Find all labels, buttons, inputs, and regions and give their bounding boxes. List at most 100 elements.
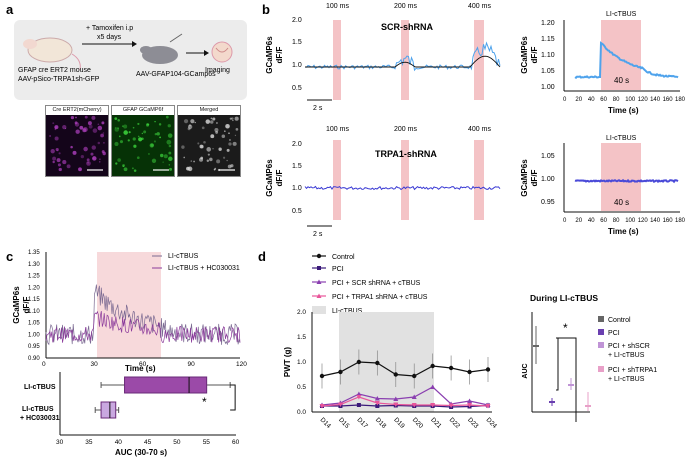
d-point bbox=[467, 398, 473, 403]
stim-label-400: 400 ms bbox=[468, 3, 491, 10]
panel-d-label: d bbox=[258, 249, 266, 264]
trace-scr bbox=[304, 41, 501, 72]
stim-label-200: 200 ms bbox=[394, 3, 417, 10]
d-point bbox=[393, 396, 399, 401]
svg-text:1.10: 1.10 bbox=[541, 52, 555, 59]
d-point bbox=[356, 391, 362, 396]
d-xtick: D15 bbox=[337, 416, 351, 430]
d-auc-legend-item: PCI + shSCR bbox=[608, 343, 650, 350]
right-xtick: 180 bbox=[675, 97, 685, 103]
d-point bbox=[448, 403, 454, 408]
micro-cre: Cre ERT2(mCherry) bbox=[45, 105, 109, 177]
right-xtick: 180 bbox=[675, 218, 685, 224]
d-xtick: D14 bbox=[319, 416, 333, 430]
svg-text:dF/F: dF/F bbox=[22, 296, 31, 313]
c-ytick: 1.25 bbox=[28, 274, 40, 280]
d-legend-item: PCI bbox=[332, 266, 344, 273]
legend-c-1: LI-cTBUS bbox=[168, 253, 199, 260]
c-ytick: 0.95 bbox=[28, 344, 40, 350]
c-xtick: 0 bbox=[42, 361, 46, 368]
svg-text:40 s: 40 s bbox=[614, 198, 629, 207]
stim-label-100-b: 100 ms bbox=[326, 126, 349, 133]
right-bottom-title: LI-cTBUS bbox=[606, 135, 637, 142]
right-xtick: 40 bbox=[588, 218, 595, 224]
trace-hc030031 bbox=[45, 310, 241, 343]
svg-text:40 s: 40 s bbox=[614, 76, 629, 85]
d-point bbox=[374, 401, 380, 406]
d-point bbox=[356, 403, 361, 407]
right-xtick: 0 bbox=[563, 97, 567, 103]
d-xtick: D20 bbox=[411, 416, 425, 430]
scale-bar-bottom-label: 2 s bbox=[313, 231, 323, 238]
right-xtick: 20 bbox=[575, 218, 582, 224]
c-xtick: 30 bbox=[91, 361, 99, 368]
b-top-ytick-1: 1.0 bbox=[292, 62, 302, 69]
svg-text:dF/F: dF/F bbox=[275, 169, 284, 186]
d-xtick: D22 bbox=[448, 416, 462, 430]
auc-xtick: 50 bbox=[173, 439, 181, 446]
auc-row-1: LI-cTBUS bbox=[24, 384, 56, 391]
c-xtick: 90 bbox=[188, 361, 196, 368]
b-top-ytick-15: 1.5 bbox=[292, 39, 302, 46]
sig-bracket bbox=[556, 337, 559, 391]
tamoxifen-line2: x5 days bbox=[97, 34, 122, 41]
trace-trpa1 bbox=[304, 185, 501, 191]
svg-text:1.05: 1.05 bbox=[541, 68, 555, 75]
d-series-line bbox=[321, 396, 489, 407]
d-point bbox=[319, 373, 325, 379]
tamoxifen-line1: + Tamoxifen i.p bbox=[86, 25, 133, 32]
d-auc-legend-item: PCI + shTRPA1 bbox=[608, 367, 657, 374]
right-bottom-trace bbox=[574, 178, 679, 184]
panel-b-right-top: LI-cTBUS 1.20 1.15 1.10 1.05 1.00 GCaMP6… bbox=[520, 11, 685, 115]
d-point bbox=[467, 369, 472, 375]
micro-merged: Merged bbox=[177, 105, 241, 177]
d-point bbox=[430, 384, 436, 389]
d-point bbox=[467, 403, 473, 408]
d-ytick: 1.5 bbox=[297, 334, 306, 341]
auc-row-2a: LI-cTBUS bbox=[22, 406, 54, 413]
c-ytick: 1.00 bbox=[28, 332, 40, 338]
d-xtick: D21 bbox=[429, 416, 443, 430]
stim-label-200-b: 200 ms bbox=[394, 126, 417, 133]
right-xtick: 120 bbox=[638, 97, 649, 103]
stim-label-400-b: 400 ms bbox=[468, 126, 491, 133]
bottom-title: TRPA1-shRNA bbox=[375, 149, 437, 159]
d-point bbox=[374, 396, 380, 401]
b-top-ylabel-2: dF/F bbox=[275, 46, 284, 63]
auc-xtick: 30 bbox=[56, 439, 64, 446]
panel-b-right-bottom: LI-cTBUS 1.05 1.00 0.95 GCaMP6s dF/F 40 … bbox=[520, 135, 685, 236]
panel-a-label: a bbox=[6, 2, 14, 17]
auc-box bbox=[124, 376, 208, 394]
b-bot-ytick-1: 1.0 bbox=[292, 185, 302, 192]
stim-400-top bbox=[474, 20, 484, 100]
svg-text:GCaMP6s: GCaMP6s bbox=[265, 159, 274, 197]
right-xtick: 160 bbox=[663, 97, 674, 103]
d-auc-legend-item: PCI bbox=[608, 330, 620, 337]
d-legend-item: Control bbox=[332, 254, 355, 261]
auc-xtick: 45 bbox=[144, 439, 152, 446]
right-xtick: 80 bbox=[613, 218, 620, 224]
d-point bbox=[337, 402, 343, 407]
d-xtick: D18 bbox=[374, 416, 388, 430]
d-point bbox=[338, 369, 343, 375]
d-point bbox=[393, 402, 399, 407]
d-xtick: D24 bbox=[485, 416, 499, 430]
b-top-ylabel-1: GCaMP6s bbox=[265, 36, 274, 74]
d-auc-legend-item: + LI-cTBUS bbox=[608, 352, 645, 359]
d-point bbox=[485, 404, 491, 409]
d-point bbox=[485, 367, 491, 372]
right-xtick: 60 bbox=[600, 97, 607, 103]
right-xtick: 160 bbox=[663, 218, 674, 224]
d-legend-item: LI-cTBUS bbox=[332, 308, 363, 315]
d-series-line bbox=[322, 404, 489, 408]
right-xtick: 140 bbox=[650, 97, 661, 103]
auc-xtick: 35 bbox=[85, 439, 93, 446]
b-top-ytick-05: 0.5 bbox=[292, 85, 302, 92]
mouse-1-line2: AAV-pSico-TRPA1sh-GFP bbox=[18, 76, 100, 83]
stim-label-100: 100 ms bbox=[326, 3, 349, 10]
d-point bbox=[319, 404, 325, 409]
d-point bbox=[375, 360, 380, 366]
c-ytick: 0.90 bbox=[28, 356, 40, 362]
right-top-trace bbox=[574, 41, 679, 79]
imaging-label: Imaging bbox=[205, 67, 230, 74]
